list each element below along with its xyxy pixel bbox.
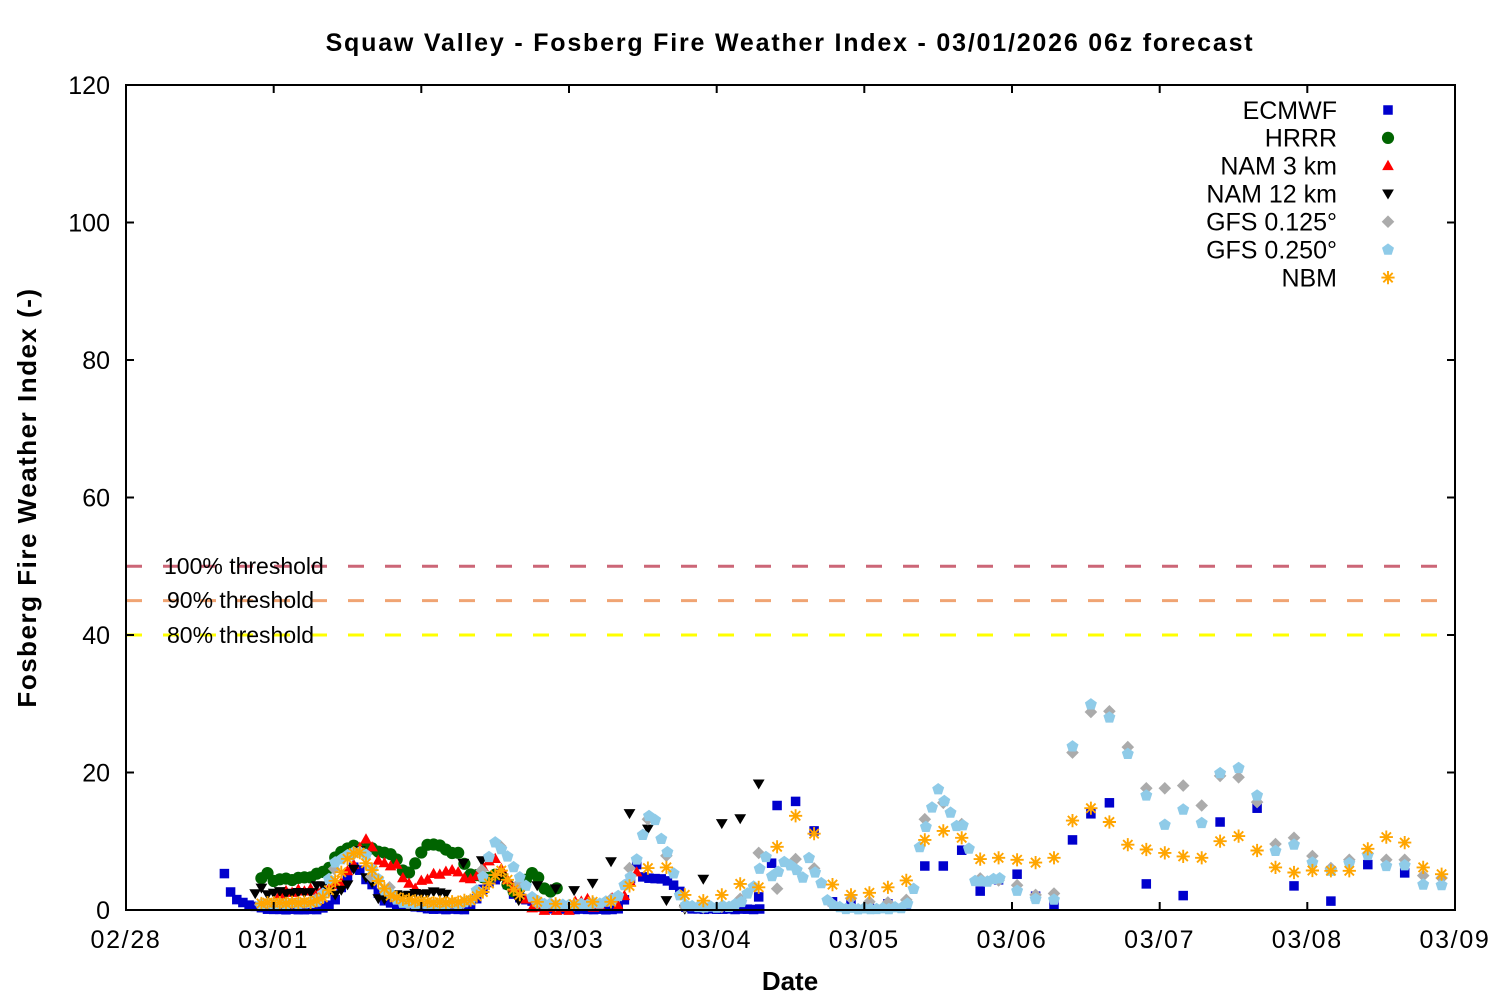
svg-text:03/04: 03/04	[681, 926, 752, 954]
svg-text:Fosberg Fire Weather Index (-): Fosberg Fire Weather Index (-)	[12, 287, 42, 707]
svg-text:03/08: 03/08	[1272, 926, 1343, 954]
svg-text:03/09: 03/09	[1419, 926, 1490, 954]
svg-text:GFS 0.250°: GFS 0.250°	[1206, 236, 1337, 264]
svg-text:40: 40	[82, 622, 110, 650]
svg-text:Date: Date	[762, 966, 818, 996]
svg-text:90% threshold: 90% threshold	[167, 587, 314, 613]
svg-text:GFS 0.125°: GFS 0.125°	[1206, 209, 1337, 237]
svg-text:80: 80	[82, 347, 110, 375]
svg-text:20: 20	[82, 760, 110, 788]
svg-text:100: 100	[68, 210, 110, 238]
svg-text:03/01: 03/01	[238, 926, 309, 954]
svg-text:0: 0	[96, 897, 110, 925]
svg-text:NBM: NBM	[1281, 264, 1337, 292]
svg-text:Squaw Valley - Fosberg Fire We: Squaw Valley - Fosberg Fire Weather Inde…	[326, 29, 1255, 57]
svg-text:NAM 3 km: NAM 3 km	[1220, 153, 1337, 181]
svg-text:03/06: 03/06	[976, 926, 1047, 954]
svg-text:100% threshold: 100% threshold	[164, 553, 324, 579]
svg-text:03/02: 03/02	[386, 926, 457, 954]
svg-text:02/28: 02/28	[90, 926, 161, 954]
svg-text:ECMWF: ECMWF	[1243, 97, 1337, 125]
svg-text:NAM 12 km: NAM 12 km	[1206, 181, 1337, 209]
svg-text:120: 120	[68, 72, 110, 100]
svg-text:03/05: 03/05	[829, 926, 900, 954]
svg-text:03/03: 03/03	[533, 926, 604, 954]
svg-text:03/07: 03/07	[1124, 926, 1195, 954]
svg-text:60: 60	[82, 485, 110, 513]
svg-text:80% threshold: 80% threshold	[167, 622, 314, 648]
svg-text:HRRR: HRRR	[1265, 125, 1337, 153]
